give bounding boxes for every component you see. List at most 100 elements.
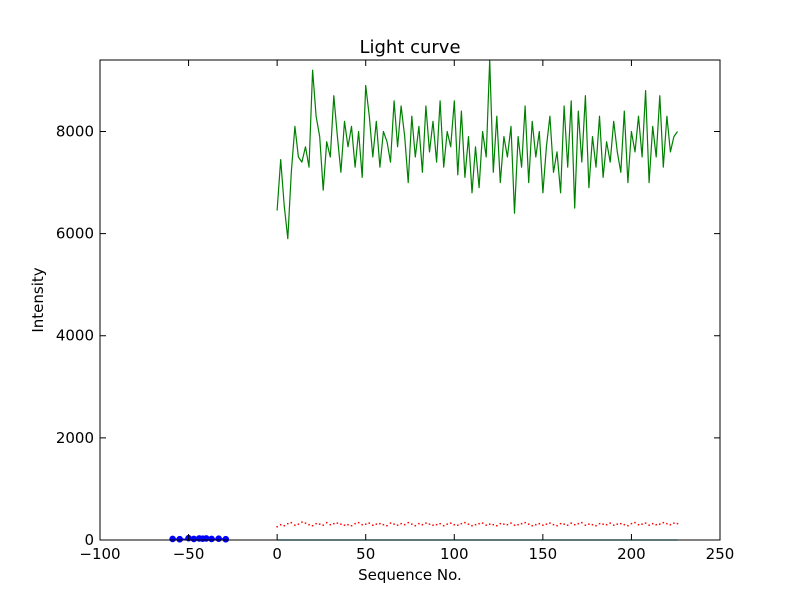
series-1-point	[396, 524, 399, 526]
series-1-point	[531, 524, 533, 527]
series-1-point	[612, 524, 615, 526]
series-1-point	[453, 523, 456, 526]
series-1-point	[297, 523, 300, 525]
y-tick-label: 2000	[56, 429, 94, 447]
series-1-point	[584, 524, 587, 526]
series-1-point	[605, 523, 608, 526]
series-1-point	[662, 521, 665, 524]
series-1-point	[389, 522, 392, 524]
series-1-point	[627, 524, 629, 527]
series-1-point	[637, 523, 640, 526]
series-1-point	[499, 522, 502, 525]
series-1-point	[581, 521, 583, 524]
y-axis-label: Intensity	[29, 267, 47, 332]
series-1-point	[414, 524, 417, 527]
series-2-marker	[169, 535, 176, 543]
series-1-point	[634, 521, 636, 524]
x-tick-label: 0	[272, 545, 282, 563]
series-1-point	[474, 523, 477, 526]
x-tick-label: −50	[173, 545, 205, 563]
series-1-point	[407, 521, 409, 524]
series-1-point	[432, 524, 434, 526]
series-1-point	[552, 523, 555, 526]
series-1-point	[506, 523, 509, 526]
chart-title: Light curve	[359, 37, 460, 58]
series-1-point	[287, 522, 289, 525]
ticks-layer: −100 −50 0 50 100 150 200 250 0 2000 4000 6000 8000	[56, 60, 735, 563]
x-tick-label: 250	[706, 545, 735, 563]
series-1-point	[308, 523, 310, 526]
series-1-point	[485, 524, 487, 526]
series-1-point	[524, 521, 526, 524]
series-1-point	[644, 522, 647, 524]
series-1-point	[513, 524, 516, 526]
series-1-point	[542, 524, 544, 526]
series-1-point	[545, 523, 548, 525]
series-1-point	[460, 522, 463, 525]
series-1-point	[361, 523, 363, 526]
series-1-point	[559, 522, 562, 525]
series-1-point	[471, 524, 473, 527]
series-1-point	[325, 521, 328, 524]
series-1-point	[478, 522, 480, 525]
series-1-point	[669, 523, 672, 526]
series-1-point	[354, 522, 356, 525]
y-tick-label: 6000	[56, 225, 94, 243]
series-1-point	[641, 523, 643, 525]
series-1-point	[446, 523, 448, 525]
series-1-point	[503, 523, 505, 525]
series-1-point	[311, 524, 314, 527]
x-tick-label: 200	[617, 545, 646, 563]
x-tick-label: −100	[79, 545, 120, 563]
series-1-point	[620, 522, 622, 525]
series-1-point	[676, 522, 679, 525]
series-1-point	[659, 523, 661, 525]
series-1-point	[570, 522, 572, 524]
plot-frame	[99, 59, 721, 541]
series-1-point	[609, 522, 611, 524]
series-1-point	[333, 522, 335, 525]
series-1-point	[556, 524, 558, 527]
series-1-point	[428, 523, 431, 525]
series-1-point	[538, 522, 541, 525]
series-1-point	[301, 521, 303, 523]
series-2-marker	[215, 535, 222, 543]
series-1-point	[322, 524, 324, 526]
series-1-point	[623, 523, 626, 526]
series-1-point	[492, 523, 495, 526]
series-1-point	[336, 522, 339, 524]
series-1-point	[343, 524, 346, 526]
series-1-point	[393, 523, 395, 525]
series-1-point	[283, 524, 285, 527]
series-1-point	[549, 522, 551, 524]
series-1-point	[496, 524, 498, 527]
series-2-marker	[190, 535, 198, 543]
y-tick-label: 8000	[56, 122, 94, 140]
series-1-point	[329, 523, 332, 526]
series-1-point	[595, 524, 597, 527]
series-1-point	[435, 523, 438, 526]
series-1-point	[340, 523, 342, 525]
series-2-marker	[222, 535, 230, 543]
series-1-point	[379, 522, 381, 525]
series-1-point	[421, 523, 424, 526]
series-1-point	[425, 522, 427, 524]
series-1-point	[318, 523, 321, 525]
y-tick-label: 0	[84, 531, 94, 549]
series-1-point	[368, 522, 371, 524]
series-1-point	[442, 524, 445, 527]
x-tick-label: 100	[440, 545, 469, 563]
series-1-point	[527, 523, 530, 525]
series-1-point	[481, 522, 484, 524]
series-1-point	[315, 522, 317, 525]
series-1-point	[630, 522, 633, 525]
series-1-point	[304, 522, 307, 524]
series-1-point	[655, 523, 657, 526]
series-1-point	[563, 523, 565, 525]
series-1-point	[566, 524, 569, 526]
series-1-point	[591, 523, 594, 526]
series-1-point	[386, 524, 388, 527]
series-1-point	[666, 522, 668, 525]
series-1-point	[375, 523, 378, 525]
